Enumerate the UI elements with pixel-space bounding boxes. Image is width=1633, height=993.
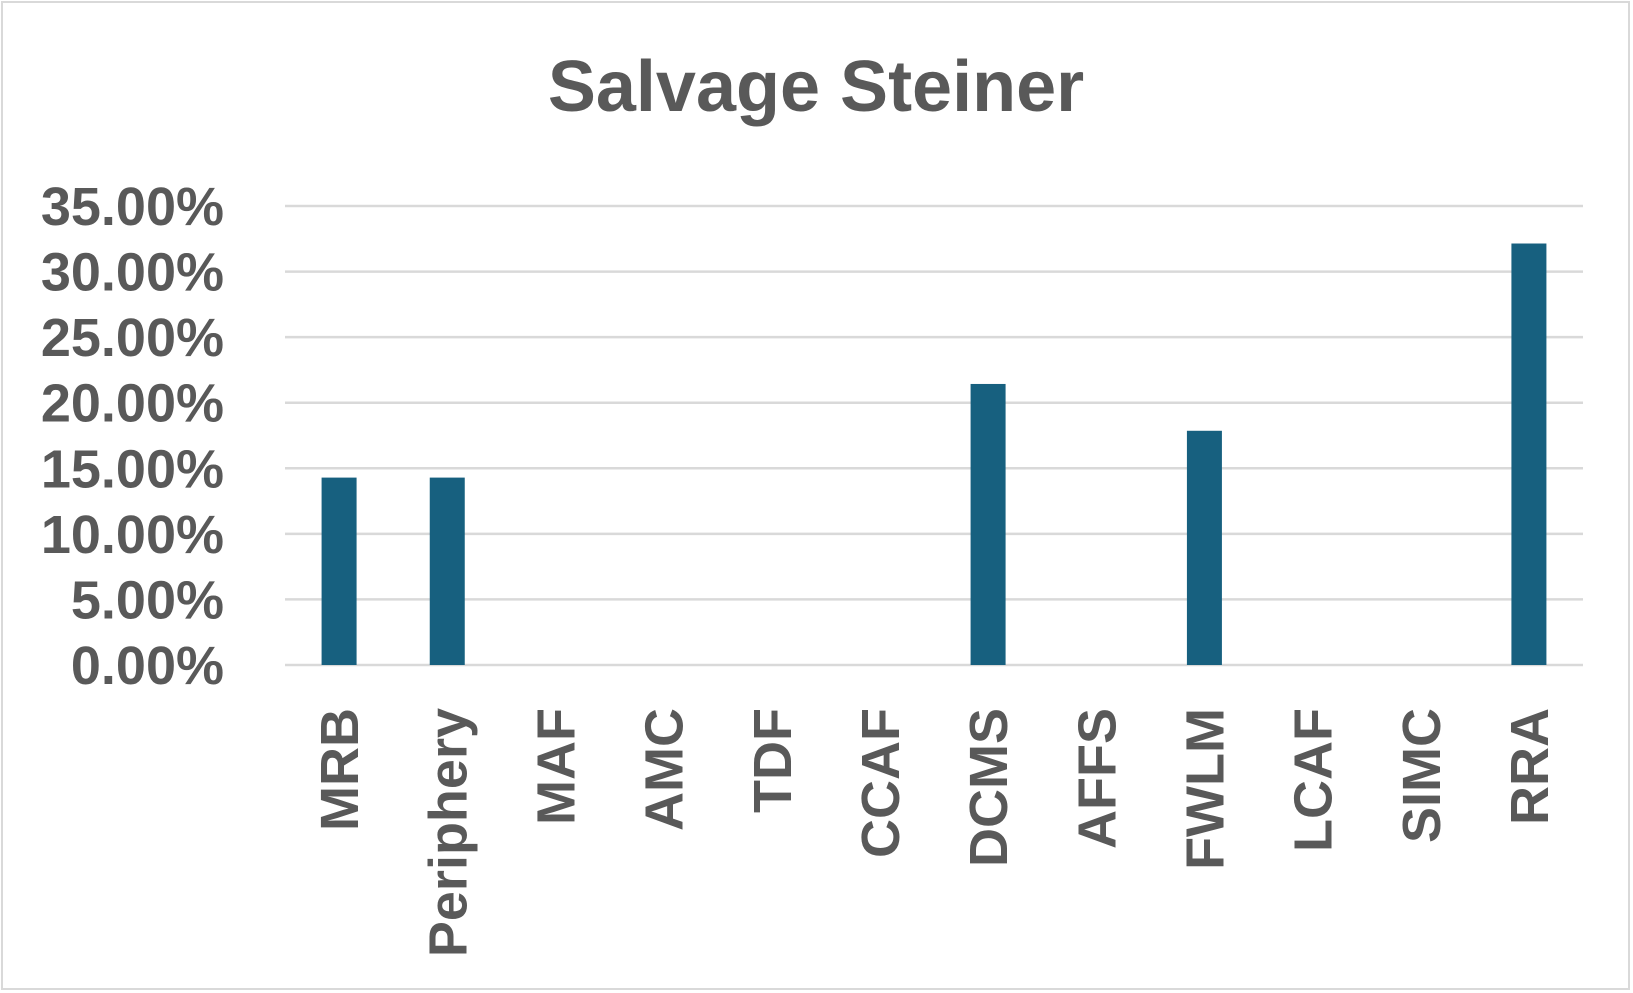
y-axis-tick-labels: 0.00%5.00%10.00%15.00%20.00%25.00%30.00%… [41,177,224,696]
y-tick-label: 35.00% [41,177,224,237]
y-tick-label: 20.00% [41,374,224,434]
chart-title: Salvage Steiner [548,47,1084,127]
x-tick-label-tdf: TDF [743,708,803,813]
bar-rra [1511,243,1547,666]
y-tick-label: 0.00% [71,636,224,696]
x-tick-label-dcms: DCMS [959,708,1019,867]
bar-fwlm [1186,430,1222,665]
x-tick-label-lcaf: LCAF [1284,708,1344,852]
y-tick-label: 10.00% [41,505,224,565]
bar-periphery [429,477,465,665]
x-axis-tick-labels: MRB Periphery MAF AMC TDF CCAF DCMS AFFS FWLM LCA… [310,708,1560,957]
x-tick-label-simc: SIMC [1392,708,1452,843]
bar-dcms [970,383,1006,665]
bars [321,243,1547,666]
x-tick-label-maf: MAF [526,708,586,825]
y-tick-label: 25.00% [41,308,224,368]
x-tick-label-rra: RRA [1500,708,1560,825]
gridlines [285,204,1583,667]
y-tick-label: 15.00% [41,439,224,499]
x-tick-label-fwlm: FWLM [1175,708,1235,870]
x-tick-label-ccaf: CCAF [851,708,911,858]
x-tick-label-mrb: MRB [310,708,370,831]
x-tick-label-periphery: Periphery [418,708,478,957]
bar-mrb [321,477,357,665]
x-tick-label-amc: AMC [635,708,695,831]
x-tick-label-affs: AFFS [1067,708,1127,849]
y-tick-label: 30.00% [41,243,224,303]
y-tick-label: 5.00% [71,570,224,630]
